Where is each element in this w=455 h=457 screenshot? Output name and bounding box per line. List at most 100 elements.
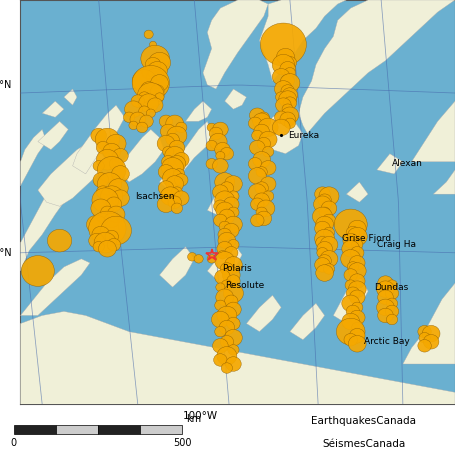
Circle shape (260, 23, 306, 66)
Circle shape (282, 88, 298, 102)
Circle shape (101, 216, 131, 245)
Text: 0: 0 (10, 438, 17, 448)
Polygon shape (116, 129, 164, 182)
Circle shape (313, 207, 333, 226)
Circle shape (324, 264, 334, 274)
Text: Isachsen: Isachsen (136, 191, 175, 201)
Circle shape (111, 165, 129, 182)
Circle shape (166, 176, 184, 192)
Circle shape (151, 74, 168, 91)
Circle shape (350, 246, 364, 259)
Circle shape (215, 143, 230, 157)
Circle shape (281, 74, 294, 87)
Text: 80°N: 80°N (0, 80, 12, 90)
Circle shape (91, 128, 106, 143)
Circle shape (249, 108, 265, 122)
Circle shape (377, 281, 394, 298)
Circle shape (249, 140, 265, 155)
Circle shape (349, 281, 366, 298)
Circle shape (342, 313, 359, 330)
Circle shape (282, 104, 293, 114)
Polygon shape (290, 303, 324, 340)
Circle shape (228, 207, 239, 218)
Circle shape (344, 334, 358, 346)
Circle shape (108, 179, 128, 197)
Circle shape (220, 182, 233, 194)
Polygon shape (259, 109, 303, 154)
Text: 100°W: 100°W (182, 411, 218, 421)
Circle shape (96, 149, 118, 170)
Circle shape (130, 112, 146, 127)
Circle shape (334, 209, 367, 240)
Circle shape (21, 255, 54, 287)
Polygon shape (42, 101, 64, 117)
Circle shape (93, 173, 109, 187)
Circle shape (207, 123, 216, 132)
Circle shape (167, 126, 187, 145)
Polygon shape (38, 142, 107, 206)
Circle shape (257, 200, 275, 217)
Circle shape (173, 191, 189, 206)
Circle shape (89, 211, 126, 246)
Circle shape (315, 221, 330, 236)
Circle shape (139, 94, 159, 112)
Circle shape (136, 122, 148, 133)
Polygon shape (207, 182, 238, 218)
Circle shape (148, 53, 171, 73)
Circle shape (283, 56, 297, 69)
Circle shape (162, 169, 182, 187)
Polygon shape (186, 101, 212, 122)
Circle shape (256, 167, 267, 177)
Polygon shape (225, 89, 247, 109)
Circle shape (217, 306, 237, 325)
Circle shape (166, 115, 184, 132)
Circle shape (224, 295, 238, 308)
Polygon shape (38, 122, 68, 149)
Circle shape (131, 95, 145, 107)
Circle shape (105, 230, 118, 243)
Circle shape (220, 335, 233, 348)
Circle shape (145, 58, 161, 72)
Circle shape (272, 69, 290, 85)
Circle shape (215, 300, 226, 311)
Circle shape (218, 250, 227, 259)
Circle shape (343, 234, 359, 248)
Circle shape (212, 122, 228, 137)
Circle shape (223, 197, 239, 212)
Circle shape (226, 357, 241, 371)
Circle shape (226, 302, 241, 317)
Circle shape (260, 177, 276, 191)
Circle shape (227, 317, 240, 330)
Circle shape (157, 196, 175, 213)
Text: Grise Fjord: Grise Fjord (342, 234, 391, 243)
Circle shape (141, 45, 170, 72)
Circle shape (171, 187, 182, 197)
Bar (56, 425, 98, 434)
Polygon shape (334, 275, 368, 324)
Bar (14, 425, 56, 434)
Circle shape (315, 187, 330, 202)
Text: Eureka: Eureka (288, 131, 319, 140)
Circle shape (283, 97, 297, 109)
Circle shape (274, 81, 292, 97)
Text: Craig Ha: Craig Ha (377, 240, 416, 249)
Polygon shape (20, 129, 46, 186)
Circle shape (385, 287, 399, 299)
Circle shape (93, 241, 104, 252)
Circle shape (146, 69, 164, 85)
Circle shape (254, 124, 269, 139)
Circle shape (316, 236, 329, 249)
Bar (140, 425, 182, 434)
Circle shape (346, 287, 359, 299)
Circle shape (317, 241, 333, 256)
Circle shape (253, 151, 271, 168)
Circle shape (419, 332, 430, 343)
Circle shape (97, 173, 122, 195)
Text: Arctic Bay: Arctic Bay (364, 337, 410, 346)
Polygon shape (377, 154, 403, 174)
Polygon shape (73, 105, 125, 174)
Circle shape (101, 186, 123, 207)
Circle shape (97, 156, 126, 183)
Circle shape (123, 112, 135, 122)
Circle shape (252, 130, 263, 141)
